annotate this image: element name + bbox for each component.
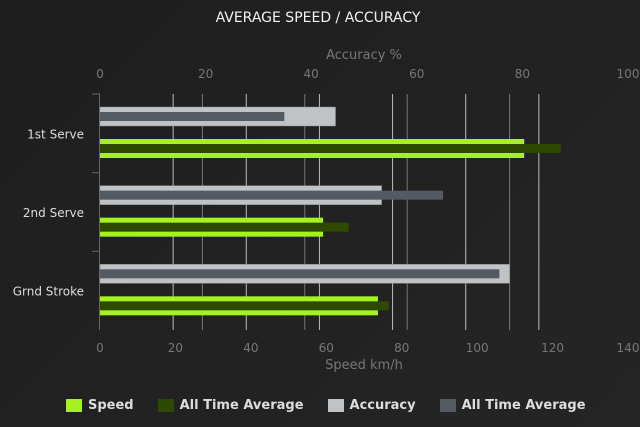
top-tick-label: 40 bbox=[304, 67, 319, 81]
legend-swatch bbox=[157, 399, 174, 412]
bar-accuracy-average bbox=[100, 112, 285, 121]
bar-speed-average bbox=[100, 301, 389, 311]
top-tick-label: 20 bbox=[198, 67, 213, 81]
top-tick-label: 100 bbox=[617, 67, 640, 81]
bottom-tick-label: 120 bbox=[541, 341, 564, 355]
bottom-tick-label: 80 bbox=[394, 341, 409, 355]
top-tick-label: 0 bbox=[96, 67, 104, 81]
legend-label: All Time Average bbox=[461, 398, 586, 413]
bottom-tick-label: 60 bbox=[319, 341, 334, 355]
legend-swatch bbox=[66, 399, 82, 412]
top-tick-label: 60 bbox=[409, 67, 424, 81]
bottom-tick-label: 100 bbox=[466, 341, 489, 355]
bottom-axis-label: Speed km/h bbox=[325, 358, 403, 373]
legend-item-speed-average[interactable]: All Time Average bbox=[157, 398, 304, 413]
legend-label: Accuracy bbox=[349, 398, 416, 413]
top-axis-label: Accuracy % bbox=[326, 48, 402, 63]
legend: Speed All Time Average Accuracy All Time… bbox=[66, 398, 610, 413]
category-label: Grnd Stroke bbox=[13, 285, 84, 299]
bar-speed-average bbox=[100, 222, 349, 232]
category-label: 1st Serve bbox=[27, 127, 84, 141]
bar-speed-average bbox=[100, 144, 561, 153]
legend-item-accuracy-average[interactable]: All Time Average bbox=[439, 398, 586, 413]
bottom-tick-label: 140 bbox=[617, 341, 640, 355]
chart-title: AVERAGE SPEED / ACCURACY bbox=[216, 10, 421, 26]
bottom-tick-label: 20 bbox=[168, 341, 183, 355]
bar-accuracy-average bbox=[100, 190, 444, 200]
top-tick-label: 80 bbox=[515, 67, 530, 81]
bottom-tick-label: 0 bbox=[96, 341, 104, 355]
bottom-tick-label: 40 bbox=[243, 341, 258, 355]
legend-item-speed[interactable]: Speed bbox=[66, 398, 134, 413]
legend-label: Speed bbox=[88, 398, 134, 413]
legend-label: All Time Average bbox=[179, 398, 304, 413]
legend-swatch bbox=[327, 399, 344, 412]
bar-accuracy-average bbox=[100, 269, 500, 279]
legend-item-accuracy[interactable]: Accuracy bbox=[327, 398, 416, 413]
category-label: 2nd Serve bbox=[23, 206, 84, 220]
legend-swatch bbox=[439, 399, 456, 412]
